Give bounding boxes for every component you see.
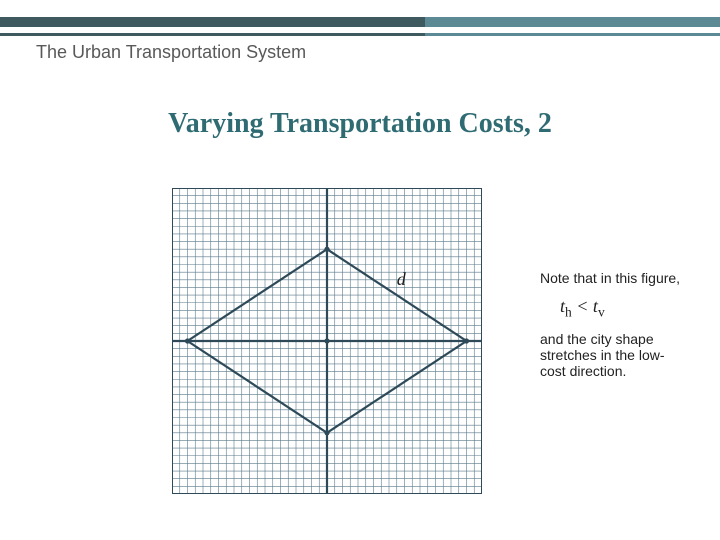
slide-header: The Urban Transportation System [36, 42, 306, 63]
diagram-svg [172, 188, 482, 494]
label-d: d [397, 269, 406, 290]
note-block: Note that in this figure, th < tv and th… [540, 270, 690, 389]
slide-title: Varying Transportation Costs, 2 [0, 108, 720, 140]
tv-sub: v [598, 305, 605, 320]
note-p2: and the city shape stretches in the low-… [540, 331, 690, 379]
note-formula: th < tv [540, 296, 690, 321]
bar-right-thin [425, 33, 720, 36]
diagram: d [172, 188, 482, 494]
th-sub: h [565, 305, 572, 320]
lt: < [572, 296, 593, 316]
note-p1: Note that in this figure, [540, 270, 690, 286]
header-bars-thin [0, 24, 720, 44]
bar-left-thin [0, 33, 425, 36]
